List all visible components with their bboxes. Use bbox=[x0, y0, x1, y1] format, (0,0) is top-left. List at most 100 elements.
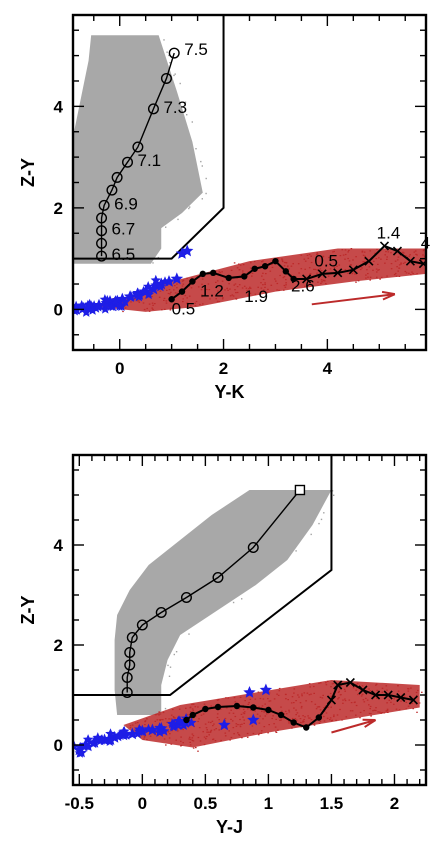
red-speckle bbox=[303, 721, 305, 723]
red-speckle bbox=[405, 708, 408, 710]
red-speckle bbox=[288, 709, 290, 711]
red-speckle bbox=[216, 280, 219, 282]
red-speckle bbox=[333, 250, 335, 253]
red-speckle bbox=[218, 301, 221, 303]
red-speckle bbox=[288, 268, 290, 270]
red-speckle bbox=[349, 264, 352, 266]
red-speckle bbox=[303, 718, 305, 721]
track-mass-label: 7.3 bbox=[163, 98, 187, 117]
x-tick-label: 2 bbox=[390, 794, 399, 813]
red-speckle bbox=[321, 256, 324, 258]
track-open-circle bbox=[124, 659, 136, 671]
red-speckle bbox=[263, 726, 266, 728]
red-speckle bbox=[124, 307, 127, 309]
red-speckle bbox=[146, 739, 148, 741]
red-speckle bbox=[348, 260, 351, 262]
red-speckle bbox=[238, 734, 241, 736]
gray-speckle bbox=[188, 633, 190, 635]
red-speckle bbox=[189, 711, 192, 713]
x-tick-label: 1 bbox=[264, 794, 273, 813]
red-speckle bbox=[350, 248, 353, 250]
x-tick-label: 4 bbox=[323, 359, 333, 378]
red-speckle bbox=[322, 255, 325, 257]
red-speckle bbox=[379, 278, 381, 280]
red-speckle bbox=[331, 683, 334, 685]
red-speckle bbox=[421, 691, 423, 693]
red-speckle bbox=[394, 272, 397, 275]
red-speckle bbox=[186, 303, 188, 305]
track-cross-marker bbox=[364, 256, 374, 266]
red-speckle bbox=[247, 703, 250, 705]
red-speckle bbox=[209, 298, 211, 300]
red-speckle bbox=[355, 256, 357, 258]
red-speckle bbox=[144, 724, 146, 726]
red-speckle bbox=[374, 252, 376, 254]
red-speckle bbox=[314, 268, 317, 271]
red-speckle bbox=[299, 702, 302, 704]
red-speckle bbox=[227, 289, 229, 291]
track-open-circle bbox=[180, 592, 192, 604]
red-speckle bbox=[258, 722, 261, 724]
gray-speckle bbox=[174, 73, 176, 75]
red-speckle bbox=[402, 262, 405, 264]
red-speckle bbox=[298, 272, 300, 274]
gray-speckle bbox=[169, 666, 172, 668]
red-speckle bbox=[302, 724, 305, 726]
red-speckle bbox=[261, 710, 263, 712]
y-tick-label: 2 bbox=[54, 636, 63, 655]
red-speckle bbox=[260, 282, 262, 284]
red-speckle bbox=[300, 707, 303, 709]
red-speckle bbox=[366, 699, 369, 701]
red-speckle bbox=[355, 281, 357, 283]
track-cross-marker bbox=[371, 690, 381, 700]
red-speckle bbox=[200, 714, 203, 716]
gray-speckle bbox=[186, 114, 188, 116]
red-speckle bbox=[251, 725, 254, 727]
red-speckle bbox=[207, 283, 210, 285]
red-speckle bbox=[174, 292, 177, 294]
red-speckle bbox=[283, 265, 286, 267]
red-speckle bbox=[323, 720, 326, 722]
red-speckle bbox=[252, 732, 255, 735]
track-filled-dot bbox=[168, 296, 175, 303]
red-speckle bbox=[307, 715, 309, 717]
red-speckle bbox=[249, 267, 252, 269]
red-speckle bbox=[352, 271, 354, 273]
track-filled-dot bbox=[183, 716, 190, 724]
red-speckle bbox=[411, 702, 413, 705]
red-speckle bbox=[369, 250, 371, 252]
red-speckle bbox=[344, 249, 347, 251]
red-speckle bbox=[355, 684, 358, 686]
red-speckle bbox=[345, 716, 348, 718]
track-open-circle bbox=[168, 47, 180, 59]
y-tick-label: 4 bbox=[54, 536, 64, 555]
red-speckle bbox=[194, 706, 197, 708]
red-speckle bbox=[161, 309, 163, 311]
red-speckle bbox=[232, 727, 235, 729]
red-speckle bbox=[262, 278, 265, 281]
red-speckle bbox=[266, 292, 268, 294]
red-speckle bbox=[203, 703, 206, 705]
red-speckle bbox=[282, 717, 285, 719]
red-speckle bbox=[203, 743, 206, 746]
red-speckle bbox=[143, 735, 146, 737]
red-speckle bbox=[403, 252, 405, 254]
red-speckle bbox=[400, 700, 402, 702]
red-speckle bbox=[258, 706, 260, 708]
red-speckle bbox=[274, 726, 277, 728]
track-mass-label: 6.9 bbox=[114, 194, 138, 213]
red-speckle bbox=[354, 273, 356, 275]
selection-boundary-line bbox=[73, 15, 225, 260]
gray-model-band bbox=[73, 35, 203, 264]
x-tick-label: 0.5 bbox=[194, 794, 218, 813]
red-speckle bbox=[386, 709, 389, 712]
red-speckle bbox=[338, 264, 341, 266]
track-cross-marker bbox=[358, 685, 368, 695]
red-speckle bbox=[386, 258, 388, 260]
track-open-circle bbox=[247, 542, 259, 554]
red-model-cloud bbox=[123, 680, 420, 748]
red-speckle bbox=[224, 735, 227, 737]
track-mass-label: 1.4 bbox=[377, 223, 401, 242]
red-speckle bbox=[291, 727, 293, 729]
red-speckle bbox=[363, 251, 366, 253]
